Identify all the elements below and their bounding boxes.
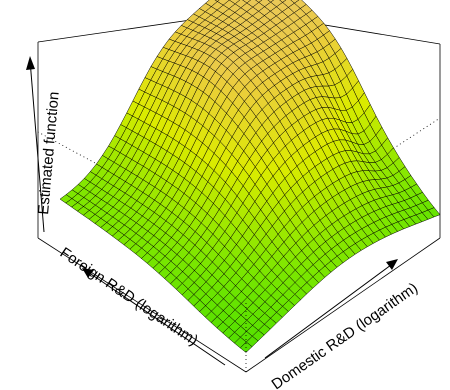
bounding-box-front (37, 118, 441, 373)
surface-facet (279, 0, 287, 3)
y-axis-arrow (84, 269, 226, 366)
box-edge (245, 237, 441, 373)
x-axis-arrowhead (386, 259, 398, 270)
surface-facet (255, 0, 263, 3)
z-axis-label: Estimated function (35, 91, 63, 215)
y-axis-arrowhead (82, 268, 94, 278)
box-edge (37, 237, 247, 373)
z-axis-arrow (29, 59, 45, 233)
surface-mesh (59, 0, 441, 353)
x-axis-arrow (264, 261, 396, 359)
z-axis-arrowhead (26, 56, 35, 70)
surface-facet (267, 0, 275, 3)
